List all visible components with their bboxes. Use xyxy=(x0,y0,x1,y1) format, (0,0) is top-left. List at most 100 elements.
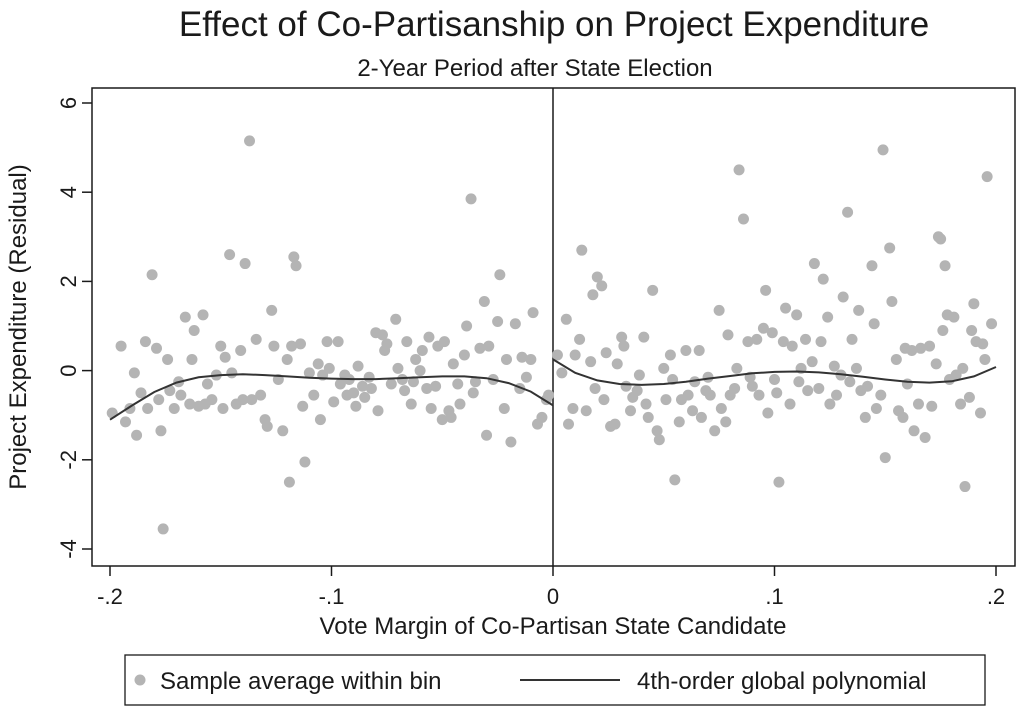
data-point xyxy=(390,313,402,325)
data-point xyxy=(447,358,459,370)
data-point xyxy=(704,389,716,401)
data-point xyxy=(766,327,778,339)
data-point xyxy=(332,336,344,348)
data-point xyxy=(239,258,251,270)
data-point xyxy=(323,362,335,374)
data-point xyxy=(813,382,825,394)
x-tick-label: -.1 xyxy=(319,584,345,609)
data-point xyxy=(405,398,417,410)
data-point xyxy=(430,380,442,392)
data-point xyxy=(365,382,377,394)
data-point xyxy=(350,400,362,412)
data-point xyxy=(791,309,803,321)
data-point xyxy=(128,367,140,379)
data-point xyxy=(357,380,369,392)
data-point xyxy=(919,432,931,443)
data-point xyxy=(551,349,563,361)
data-point xyxy=(817,273,829,285)
data-point xyxy=(184,398,196,410)
y-tick-label: 0 xyxy=(56,364,81,376)
data-point xyxy=(609,418,621,430)
data-point xyxy=(906,345,918,357)
data-point xyxy=(574,333,586,345)
chart-subtitle: 2-Year Period after State Election xyxy=(357,55,712,82)
legend-label-points: Sample average within bin xyxy=(160,668,442,695)
y-axis-label: Project Expenditure (Residual) xyxy=(5,164,32,490)
x-axis-label: Vote Margin of Co-Partisan State Candida… xyxy=(320,613,787,640)
data-point xyxy=(631,385,643,397)
data-point xyxy=(224,249,236,261)
data-point xyxy=(297,400,309,412)
data-point xyxy=(423,331,435,343)
data-point xyxy=(695,411,707,423)
data-point xyxy=(868,318,880,330)
data-point xyxy=(527,307,539,319)
data-point xyxy=(155,425,167,437)
data-point xyxy=(452,378,464,390)
data-point xyxy=(536,411,548,423)
data-point xyxy=(363,371,375,383)
data-point xyxy=(915,342,927,354)
data-point xyxy=(131,429,143,441)
y-tick-label: 6 xyxy=(56,97,81,109)
data-point xyxy=(381,338,393,350)
data-point xyxy=(600,347,612,359)
data-point xyxy=(414,365,426,377)
data-point xyxy=(591,271,603,283)
data-point xyxy=(290,260,302,272)
data-point xyxy=(151,342,163,354)
data-point xyxy=(250,333,262,345)
data-point xyxy=(800,333,812,345)
data-point xyxy=(494,269,506,281)
data-point xyxy=(303,367,315,379)
data-point xyxy=(348,387,360,399)
data-point xyxy=(268,340,280,352)
data-point xyxy=(793,376,805,388)
data-point xyxy=(875,389,887,401)
data-point xyxy=(771,387,783,399)
data-point xyxy=(846,333,858,345)
data-point xyxy=(520,371,532,383)
data-point xyxy=(751,333,763,345)
data-point xyxy=(979,353,991,365)
data-point xyxy=(142,403,154,415)
data-point xyxy=(673,416,685,428)
data-point xyxy=(640,398,652,410)
data-point xyxy=(525,353,537,365)
data-point xyxy=(261,420,273,432)
data-point xyxy=(226,367,238,379)
data-point xyxy=(416,345,428,357)
data-point xyxy=(720,416,732,428)
x-tick-label: 0 xyxy=(547,584,559,609)
data-point xyxy=(454,398,466,410)
data-point xyxy=(438,336,450,348)
data-point xyxy=(139,336,151,348)
data-point xyxy=(866,260,878,272)
data-point xyxy=(255,389,267,401)
fit-line-segment xyxy=(109,373,554,421)
data-point xyxy=(693,345,705,357)
data-point xyxy=(469,376,481,388)
data-point xyxy=(746,380,758,392)
data-point xyxy=(372,405,384,417)
data-point xyxy=(886,295,898,307)
data-point xyxy=(509,318,521,330)
data-point xyxy=(669,474,681,486)
data-point xyxy=(478,295,490,307)
data-point xyxy=(188,324,200,336)
data-point xyxy=(806,356,818,368)
data-point xyxy=(986,318,998,330)
data-point xyxy=(359,391,371,403)
data-point xyxy=(784,398,796,410)
data-point xyxy=(146,269,158,281)
data-point xyxy=(407,376,419,388)
data-point xyxy=(294,338,306,350)
data-point xyxy=(461,320,473,332)
data-point xyxy=(733,164,745,176)
data-point xyxy=(288,251,300,263)
legend-label-line: 4th-order global polynomial xyxy=(637,668,927,695)
y-tick-label: 2 xyxy=(56,275,81,287)
data-point xyxy=(206,394,218,406)
data-point xyxy=(314,414,326,426)
